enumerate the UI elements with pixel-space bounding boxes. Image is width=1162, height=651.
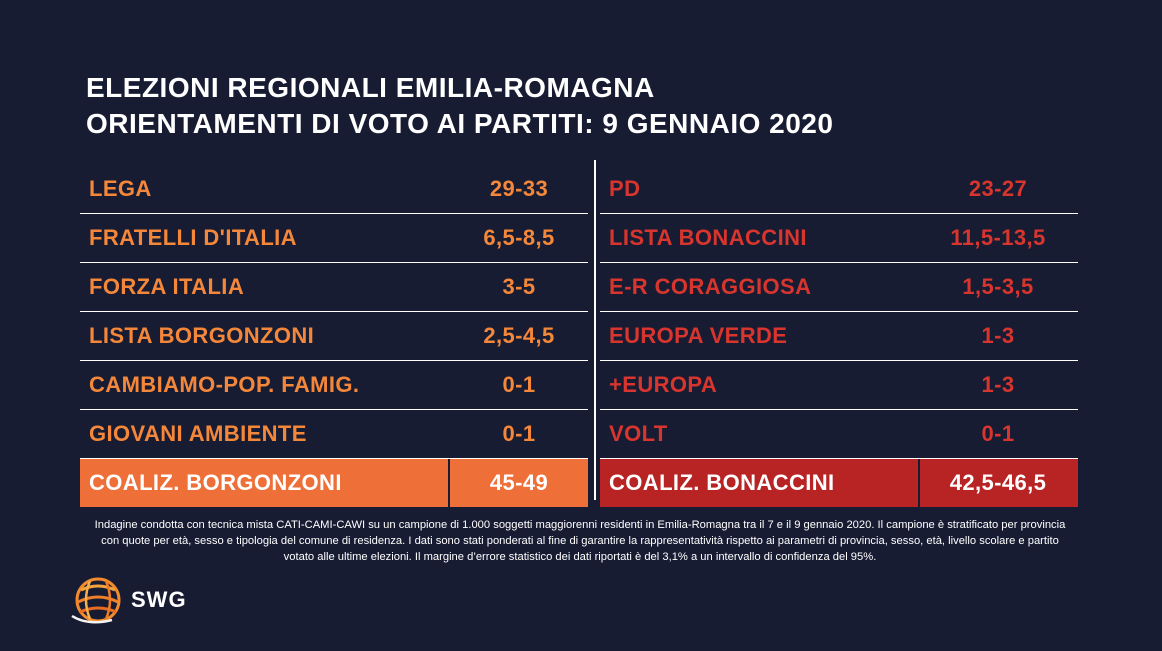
coalition-name: COALIZ. BORGONZONI [89,470,342,495]
coalition-range: 45-49 [489,470,549,495]
swg-logo [71,577,121,624]
coalition-range: 42,5-46,5 [949,470,1047,495]
party-range: 0-1 [502,372,536,397]
party-name: +EUROPA [609,372,718,397]
party-name: FORZA ITALIA [89,274,245,299]
party-name: CAMBIAMO-POP. FAMIG. [89,372,360,397]
methodology-note: Indagine condotta con tecnica mista CATI… [94,519,1066,563]
party-name: FRATELLI D'ITALIA [89,225,297,250]
table-row: EUROPA VERDE 1-3 [600,312,1078,361]
party-range: 1-3 [981,323,1015,348]
table-row: LISTA BONACCINI 11,5-13,5 [600,214,1078,263]
party-name: VOLT [609,421,668,446]
party-range: 2,5-4,5 [483,323,555,348]
party-name: LISTA BONACCINI [609,225,807,250]
table-row: VOLT 0-1 [600,410,1078,459]
table-row: FORZA ITALIA 3-5 [80,263,588,312]
party-range: 29-33 [489,176,549,201]
party-range: 1,5-3,5 [962,274,1034,299]
table-row: LEGA 29-33 [80,165,588,214]
party-range: 3-5 [502,274,536,299]
party-name: LISTA BORGONZONI [89,323,315,348]
cell-separator [448,459,450,507]
party-name: LEGA [89,176,152,201]
party-name: E-R CORAGGIOSA [609,274,812,299]
column-divider [594,160,596,500]
right-coalition-column: PD 23-27 LISTA BONACCINI 11,5-13,5 E-R C… [600,165,1078,507]
title-line-2: ORIENTAMENTI DI VOTO AI PARTITI: 9 GENNA… [86,108,834,139]
party-name: PD [609,176,641,201]
coalition-total-row: COALIZ. BONACCINI 42,5-46,5 [600,459,1078,507]
party-name: GIOVANI AMBIENTE [89,421,307,446]
table-row: +EUROPA 1-3 [600,361,1078,410]
chart-title: ELEZIONI REGIONALI EMILIA-ROMAGNA ORIENT… [86,70,833,142]
party-range: 0-1 [502,421,536,446]
title-line-1: ELEZIONI REGIONALI EMILIA-ROMAGNA [86,72,655,103]
table-row: LISTA BORGONZONI 2,5-4,5 [80,312,588,361]
results-table: LEGA 29-33 FRATELLI D'ITALIA 6,5-8,5 FOR… [80,160,1078,507]
table-row: E-R CORAGGIOSA 1,5-3,5 [600,263,1078,312]
party-name: EUROPA VERDE [609,323,788,348]
table-row: PD 23-27 [600,165,1078,214]
coalition-total-row: COALIZ. BORGONZONI 45-49 [80,459,588,507]
table-row: FRATELLI D'ITALIA 6,5-8,5 [80,214,588,263]
party-range: 6,5-8,5 [483,225,555,250]
left-coalition-column: LEGA 29-33 FRATELLI D'ITALIA 6,5-8,5 FOR… [80,165,588,507]
party-range: 11,5-13,5 [950,225,1046,250]
table-row: GIOVANI AMBIENTE 0-1 [80,410,588,459]
party-range: 1-3 [981,372,1015,397]
logo-text: SWG [131,587,187,612]
cell-separator [918,459,920,507]
table-row: CAMBIAMO-POP. FAMIG. 0-1 [80,361,588,410]
coalition-name: COALIZ. BONACCINI [609,470,835,495]
party-range: 23-27 [968,176,1028,201]
party-range: 0-1 [981,421,1015,446]
globe-icon [71,577,121,624]
